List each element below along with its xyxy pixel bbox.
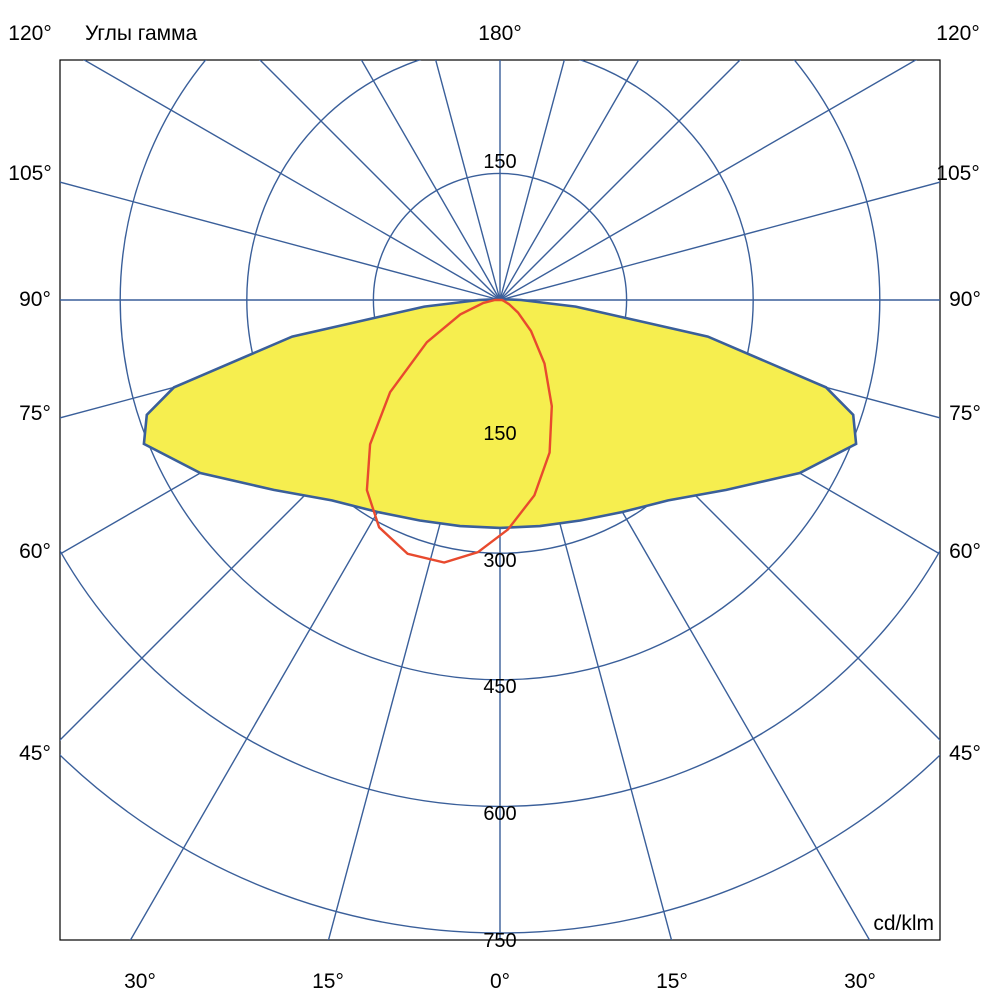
angle-label: 75°: [949, 402, 981, 425]
angle-label: 75°: [19, 402, 51, 425]
radial-tick-label: 150: [483, 151, 516, 173]
series-c0-c180: [144, 299, 856, 528]
angle-label: 30°: [844, 970, 876, 993]
angle-label: 90°: [19, 288, 51, 311]
radial-tick-label: 750: [483, 930, 516, 952]
angle-label: 90°: [949, 288, 981, 311]
angle-label: 60°: [19, 540, 51, 563]
angle-label: 15°: [312, 970, 344, 993]
radial-tick-label: 150: [483, 423, 516, 445]
angle-label: 120°: [8, 22, 51, 45]
radial-tick-label: 600: [483, 803, 516, 825]
angle-label: 60°: [949, 540, 981, 563]
radial-tick-label: 450: [483, 676, 516, 698]
angle-label: 180°: [478, 22, 521, 45]
angle-label: 30°: [124, 970, 156, 993]
angle-label: 105°: [8, 162, 51, 185]
angle-label: 105°: [936, 162, 979, 185]
chart-title: Углы гамма: [85, 22, 198, 45]
polar-photometric-chart: 150 150 300 450 600 750 30° 15° 45° 60° 75° 90° 105…: [0, 0, 1000, 1000]
angle-label: 45°: [19, 742, 51, 765]
angle-label: 0°: [490, 970, 510, 993]
angle-label: 45°: [949, 742, 981, 765]
radial-tick-label: 300: [483, 550, 516, 572]
unit-label: cd/klm: [873, 912, 934, 935]
angle-label: 15°: [656, 970, 688, 993]
angle-label: 120°: [936, 22, 979, 45]
